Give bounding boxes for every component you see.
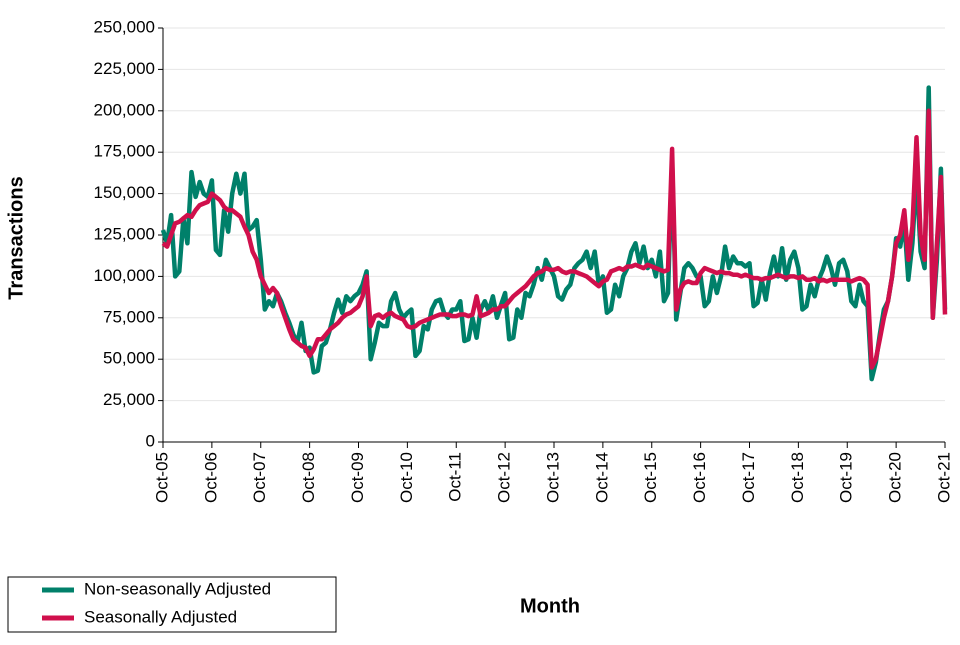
y-tick-label: 0 <box>146 431 155 450</box>
y-tick-label: 50,000 <box>103 349 155 368</box>
x-tick-label: Oct-09 <box>348 452 367 503</box>
x-tick-label: Oct-19 <box>837 452 856 503</box>
legend-label: Seasonally Adjusted <box>84 607 237 626</box>
x-tick-label: Oct-06 <box>201 452 220 503</box>
x-tick-label: Oct-10 <box>397 452 416 503</box>
series-line <box>161 108 948 370</box>
x-tick-label: Oct-11 <box>446 452 465 502</box>
y-tick-label: 225,000 <box>94 59 155 78</box>
y-tick-label: 25,000 <box>103 390 155 409</box>
y-tick-label: 200,000 <box>94 100 155 119</box>
x-tick-label: Oct-20 <box>886 452 905 503</box>
x-tick-label: Oct-18 <box>788 452 807 503</box>
x-tick-label: Oct-12 <box>495 452 514 503</box>
x-axis-title: Month <box>520 595 580 617</box>
x-tick-label: Oct-21 <box>934 452 953 503</box>
x-tick-label: Oct-07 <box>250 452 269 503</box>
series-line <box>160 85 948 382</box>
y-tick-label: 100,000 <box>94 266 155 285</box>
x-tick-label: Oct-08 <box>299 452 318 503</box>
x-tick-label: Oct-15 <box>641 452 660 503</box>
x-tick-label: Oct-13 <box>543 452 562 503</box>
y-tick-label: 150,000 <box>94 183 155 202</box>
y-tick-label: 175,000 <box>94 142 155 161</box>
y-tick-label: 250,000 <box>94 17 155 36</box>
x-tick-label: Oct-17 <box>739 452 758 503</box>
y-tick-label: 75,000 <box>103 307 155 326</box>
legend-box <box>7 576 337 633</box>
legend-label: Non-seasonally Adjusted <box>84 579 271 598</box>
x-tick-label: Oct-16 <box>690 452 709 503</box>
x-tick-label: Oct-14 <box>592 452 611 503</box>
x-tick-label: Oct-05 <box>152 452 171 503</box>
y-tick-label: 125,000 <box>94 224 155 243</box>
y-axis-title: Transactions <box>5 176 27 299</box>
